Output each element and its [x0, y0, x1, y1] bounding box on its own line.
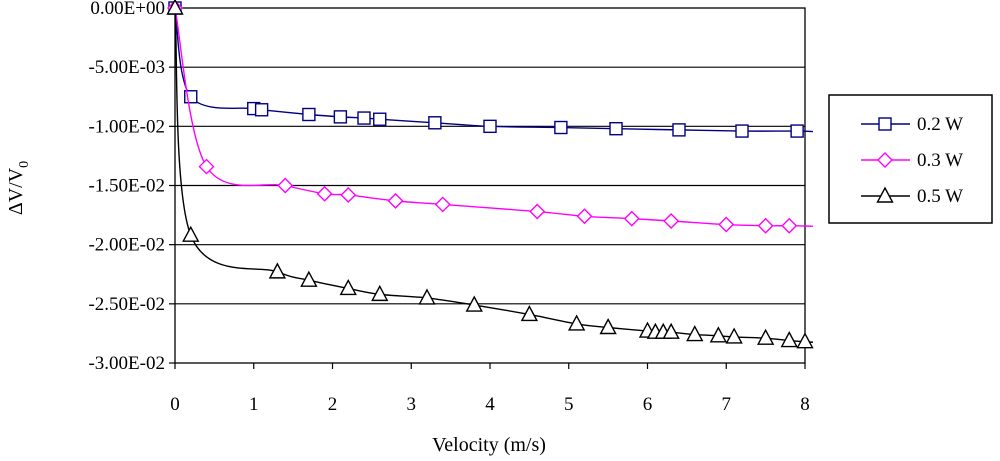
x-tick-label: 6	[643, 394, 653, 415]
y-axis-title-subscript: 0	[17, 161, 32, 168]
data-point	[198, 158, 215, 175]
data-point	[796, 332, 814, 349]
legend-marker	[876, 186, 894, 203]
legend-box	[828, 94, 993, 224]
series-line	[174, 7, 814, 227]
data-point	[483, 119, 497, 134]
series-layer	[166, 0, 814, 349]
data-point	[686, 325, 704, 342]
data-point	[340, 186, 357, 203]
legend-entry: 0.2 W	[861, 114, 963, 135]
x-tick-label: 4	[485, 394, 495, 415]
data-point	[709, 326, 728, 343]
data-point	[780, 331, 798, 348]
data-point	[735, 124, 749, 138]
data-point	[333, 110, 348, 124]
legend-marker	[878, 117, 892, 131]
data-point	[316, 185, 333, 202]
data-point	[357, 111, 371, 125]
x-tick-label: 7	[722, 394, 732, 415]
data-point	[567, 314, 586, 331]
legend-label: 0.2 W	[917, 114, 963, 135]
data-point	[371, 284, 389, 302]
data-point	[166, 0, 184, 15]
x-axis-ticks: 0 1 2 3 4 5 6 7 8	[170, 363, 810, 415]
data-point	[718, 216, 735, 233]
data-point	[302, 107, 316, 122]
data-point	[672, 123, 686, 137]
data-point	[428, 116, 442, 130]
y-tick-label: -1.50E-02	[88, 176, 165, 197]
data-point	[781, 217, 798, 234]
data-point	[725, 327, 743, 344]
x-tick-label: 2	[328, 394, 338, 415]
data-point	[662, 322, 680, 339]
data-point	[300, 270, 318, 287]
data-point	[434, 196, 451, 213]
legend-entry: 0.3 W	[861, 150, 963, 171]
data-point	[465, 295, 483, 312]
data-point	[599, 318, 617, 335]
data-point	[387, 192, 404, 209]
data-point	[576, 208, 593, 225]
legend-entry: 0.5 W	[861, 186, 963, 207]
y-tick-label: -2.00E-02	[88, 235, 165, 256]
x-tick-label: 1	[249, 394, 259, 415]
y-axis-title-main: ΔV/V	[5, 167, 27, 215]
data-point	[609, 121, 623, 136]
legend-label: 0.3 W	[917, 150, 963, 171]
x-tick-label: 0	[170, 394, 180, 415]
x-tick-label: 3	[407, 394, 417, 415]
data-point	[268, 262, 287, 279]
data-point	[663, 213, 680, 229]
data-point	[277, 177, 294, 194]
x-tick-label: 8	[800, 394, 810, 415]
data-point	[418, 288, 436, 305]
data-point	[254, 103, 269, 117]
y-tick-label: -1.00E-02	[88, 116, 165, 137]
data-point	[529, 203, 546, 220]
data-point	[790, 124, 804, 138]
data-point	[520, 305, 539, 322]
y-axis-title: ΔV/V0	[5, 161, 32, 215]
data-point	[373, 112, 387, 126]
series-0.5-w	[166, 0, 814, 349]
legend: 0.2 W 0.3 W 0.5 W	[828, 94, 993, 224]
y-tick-label: -5.00E-03	[88, 57, 165, 78]
y-tick-label: -2.50E-02	[88, 294, 165, 315]
data-point	[182, 225, 200, 242]
data-point	[623, 210, 640, 227]
data-point	[757, 217, 774, 234]
y-tick-label: 0.00E+00	[90, 0, 165, 19]
data-point	[756, 328, 775, 345]
y-axis-ticks: 0.00E+00 -5.00E-03 -1.00E-02 -1.50E-02 -2.00…	[88, 0, 175, 374]
legend-marker	[877, 152, 893, 168]
y-tick-label: -3.00E-02	[88, 353, 165, 374]
x-tick-label: 5	[564, 394, 574, 415]
legend-label: 0.5 W	[917, 186, 963, 207]
x-axis-title: Velocity (m/s)	[432, 434, 546, 456]
data-point	[554, 120, 568, 135]
data-point	[339, 278, 357, 296]
